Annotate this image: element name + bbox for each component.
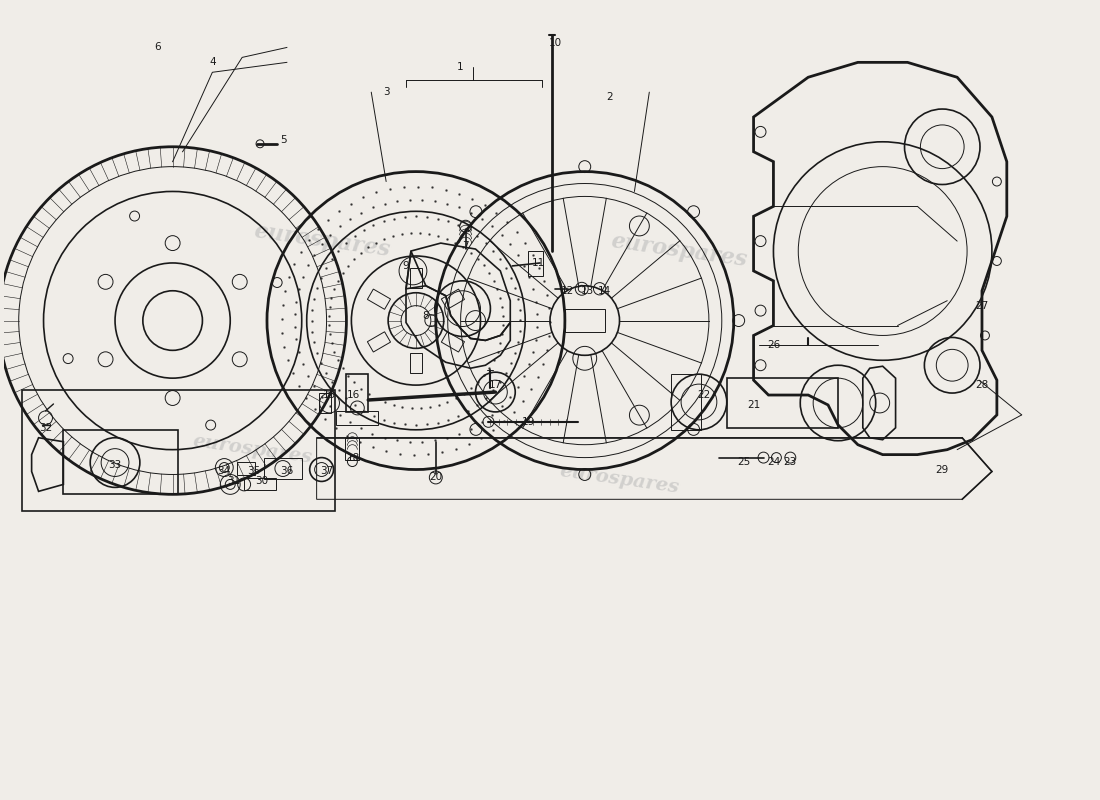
Bar <box>244 478 276 490</box>
Bar <box>319 393 330 413</box>
Bar <box>367 332 390 352</box>
Bar <box>264 458 301 479</box>
Text: 12: 12 <box>561 286 574 296</box>
Text: 8: 8 <box>422 310 429 321</box>
Bar <box>345 438 360 459</box>
Text: 25: 25 <box>737 457 750 466</box>
Text: 31: 31 <box>228 477 241 486</box>
Bar <box>410 268 422 288</box>
Text: 6: 6 <box>154 42 161 53</box>
Text: 26: 26 <box>767 340 780 350</box>
Text: 7: 7 <box>462 241 469 251</box>
Bar <box>410 354 422 373</box>
Text: 24: 24 <box>767 457 780 466</box>
Text: 30: 30 <box>255 477 268 486</box>
Text: 23: 23 <box>783 457 796 466</box>
Text: 11: 11 <box>531 258 544 268</box>
Text: 34: 34 <box>218 466 231 477</box>
Text: 33: 33 <box>109 459 122 470</box>
Text: 1: 1 <box>458 62 464 72</box>
Bar <box>565 309 605 333</box>
Text: eurospares: eurospares <box>559 462 681 497</box>
Text: 22: 22 <box>697 390 711 400</box>
Bar <box>346 374 368 412</box>
Bar <box>337 411 378 425</box>
Bar <box>441 289 464 310</box>
Bar <box>671 374 701 430</box>
Text: 27: 27 <box>976 301 989 310</box>
Text: 18: 18 <box>346 453 360 462</box>
Bar <box>528 251 543 276</box>
Text: 21: 21 <box>747 400 760 410</box>
Text: 14: 14 <box>598 286 612 296</box>
Text: 10: 10 <box>549 38 561 47</box>
Text: 5: 5 <box>280 135 287 145</box>
Text: 29: 29 <box>936 465 949 474</box>
Text: 37: 37 <box>320 466 333 477</box>
Text: eurospares: eurospares <box>252 221 392 262</box>
Bar <box>238 462 255 475</box>
Text: eurospares: eurospares <box>191 432 313 467</box>
Text: 16: 16 <box>346 390 360 400</box>
Text: 19: 19 <box>521 417 535 427</box>
Text: 28: 28 <box>976 380 989 390</box>
Text: 20: 20 <box>429 473 442 482</box>
Text: 15: 15 <box>323 390 337 400</box>
Text: eurospares: eurospares <box>609 230 749 271</box>
Bar <box>727 378 838 428</box>
Text: 35: 35 <box>248 466 261 477</box>
Text: 32: 32 <box>39 423 52 433</box>
Text: 13: 13 <box>581 286 594 296</box>
Text: 2: 2 <box>606 92 613 102</box>
Bar <box>22 390 334 511</box>
Text: 3: 3 <box>383 87 389 97</box>
Text: 4: 4 <box>209 58 216 67</box>
Text: 9: 9 <box>403 261 409 271</box>
Text: 17: 17 <box>488 380 502 390</box>
Bar <box>441 332 464 352</box>
Bar <box>367 289 390 310</box>
Bar <box>64 430 177 494</box>
Text: 36: 36 <box>280 466 294 477</box>
